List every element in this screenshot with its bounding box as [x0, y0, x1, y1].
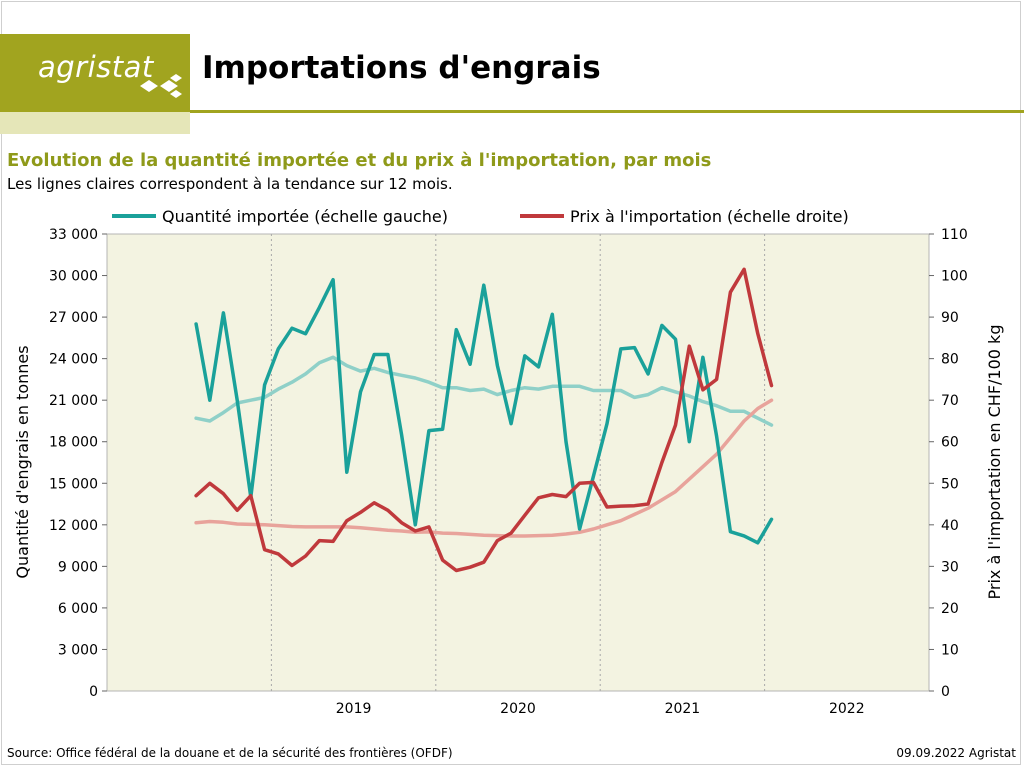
y-left-tick-label: 6 000 [58, 601, 98, 617]
y-left-tick-label: 33 000 [49, 227, 98, 243]
legend: Quantité importée (échelle gauche) Prix … [112, 207, 849, 226]
y-axis-right-label: Prix à l'importation en CHF/100 kg [985, 325, 1004, 600]
x-tick-label: 2021 [665, 701, 701, 717]
y-right-tick-label: 100 [941, 269, 968, 285]
plot-area [106, 233, 930, 692]
y-right-tick-label: 70 [941, 393, 959, 409]
grid [270, 234, 766, 691]
y-axis-left-label: Quantité d'engrais en tonnes [13, 345, 32, 578]
series-layer [194, 267, 774, 573]
page-title: Importations d'engrais [202, 50, 601, 86]
chart-subtitle: Les lignes claires correspondent à la te… [7, 175, 453, 193]
y-right-tick-label: 10 [941, 642, 959, 658]
y-right-tick-label: 90 [941, 310, 959, 326]
footer-source: Source: Office fédéral de la douane et d… [7, 746, 453, 760]
y-left-tick-label: 27 000 [49, 310, 98, 326]
y-right-tick-label: 20 [941, 601, 959, 617]
y-right-tick-label: 110 [941, 227, 968, 243]
legend-label-price: Prix à l'importation (échelle droite) [570, 207, 849, 226]
series-line-quantity-trend [194, 355, 774, 427]
header-divider [190, 110, 1024, 113]
logo-accent-band [0, 112, 190, 134]
logo-text: agristat [38, 50, 154, 84]
agristat-logo [0, 34, 190, 112]
series-line-price [194, 267, 774, 573]
series-line-quantity [194, 277, 774, 545]
y-left-tick-label: 15 000 [49, 476, 98, 492]
legend-label-quantity: Quantité importée (échelle gauche) [162, 207, 448, 226]
x-tick-label: 2022 [829, 701, 865, 717]
y-right-tick-label: 30 [941, 559, 959, 575]
y-right-tick-label: 0 [941, 684, 950, 700]
y-left-tick-label: 12 000 [49, 518, 98, 534]
footer-date: 09.09.2022 Agristat [896, 746, 1016, 760]
logo-diamond-icon [140, 74, 182, 98]
y-left-tick-label: 24 000 [49, 352, 98, 368]
y-right-tick-label: 60 [941, 435, 959, 451]
y-left-tick-label: 18 000 [49, 435, 98, 451]
y-left-tick-label: 3 000 [58, 642, 98, 658]
y-left-tick-label: 9 000 [58, 559, 98, 575]
series-line-price-trend [194, 398, 774, 538]
axes: 0 3 000 6 000 9 000 12 000 15 000 18 000 21 000… [49, 227, 968, 717]
y-right-tick-label: 40 [941, 518, 959, 534]
x-tick-label: 2020 [500, 701, 536, 717]
y-left-tick-label: 0 [89, 684, 98, 700]
y-right-tick-label: 80 [941, 352, 959, 368]
chart-title: Evolution de la quantité importée et du … [7, 150, 712, 171]
y-left-tick-label: 30 000 [49, 269, 98, 285]
x-tick-label: 2019 [336, 701, 372, 717]
y-right-tick-label: 50 [941, 476, 959, 492]
y-left-tick-label: 21 000 [49, 393, 98, 409]
